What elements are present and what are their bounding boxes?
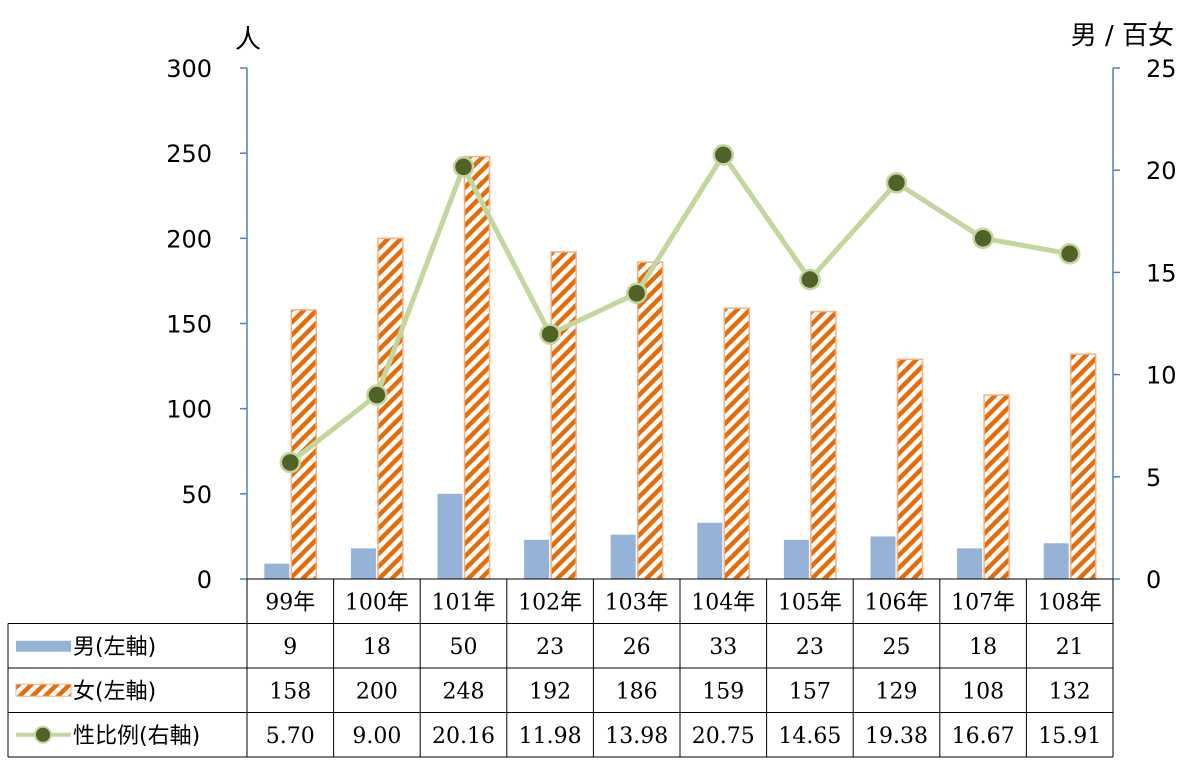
right-tick-label: 20 <box>1146 157 1177 185</box>
ratio-line <box>279 144 1081 474</box>
right-tick-label: 25 <box>1146 55 1177 83</box>
bar-female <box>983 394 1010 580</box>
table-cell: 23 <box>796 635 824 660</box>
bar-male <box>350 548 376 579</box>
table-cell: 11.98 <box>519 724 582 749</box>
ratio-point <box>625 282 648 304</box>
ratio-point <box>799 268 821 291</box>
bar-female <box>550 251 577 580</box>
left-tick-label: 0 <box>197 566 212 594</box>
left-axis-unit: 人 <box>235 25 261 55</box>
ratio-point <box>712 144 735 166</box>
ratio-point <box>972 227 994 250</box>
bars <box>264 155 1097 580</box>
table-cell: 23 <box>536 635 564 660</box>
bar-male <box>610 534 636 579</box>
ratio-series-line <box>288 152 1071 465</box>
table-cell: 16.67 <box>952 724 1015 749</box>
table-cell: 108 <box>962 679 1004 704</box>
bar-female <box>636 261 664 580</box>
right-tick-label: 5 <box>1146 464 1161 492</box>
category-label: 99年 <box>265 590 315 615</box>
table-cell: 200 <box>356 679 398 704</box>
table-cell: 159 <box>702 679 744 704</box>
bar-female <box>810 310 837 580</box>
left-tick-label: 50 <box>181 481 212 509</box>
row-label: 男(左軸) <box>73 635 156 660</box>
category-label: 101年 <box>432 590 496 615</box>
table-cell: 129 <box>876 679 918 704</box>
table-cell: 132 <box>1049 679 1091 704</box>
table-cell: 25 <box>883 635 911 660</box>
ratio-point <box>885 172 908 194</box>
bar-female <box>896 358 924 580</box>
left-tick-label: 250 <box>166 140 212 168</box>
category-label: 104年 <box>691 590 755 615</box>
table-cell: 20.16 <box>432 724 495 749</box>
table-cell: 192 <box>529 679 571 704</box>
table-cell: 21 <box>1056 635 1084 660</box>
legend-key-male <box>16 640 71 652</box>
category-label: 103年 <box>605 590 669 615</box>
bar-female <box>463 155 491 580</box>
ratio-point <box>279 451 302 474</box>
legend-key-female <box>15 683 72 697</box>
table-cell: 14.65 <box>778 724 841 749</box>
table-cell: 157 <box>789 679 831 704</box>
table-cell: 18 <box>363 635 391 660</box>
table-cell: 9.00 <box>352 724 401 749</box>
left-tick-label: 100 <box>166 396 212 424</box>
table-cell: 26 <box>623 635 651 660</box>
category-label: 107年 <box>951 590 1015 615</box>
table-cell: 15.91 <box>1038 724 1101 749</box>
table-cell: 5.70 <box>266 724 315 749</box>
left-tick-label: 150 <box>166 311 212 339</box>
bar-male <box>783 539 809 579</box>
bar-male <box>524 539 550 579</box>
bar-female <box>377 237 404 580</box>
category-label: 106年 <box>865 590 929 615</box>
table-cell: 158 <box>269 679 311 704</box>
table-cell: 13.98 <box>605 724 668 749</box>
left-tick-label: 200 <box>166 225 212 253</box>
table-cell: 186 <box>616 679 658 704</box>
bar-male <box>437 493 463 579</box>
ratio-point <box>366 384 388 406</box>
row-label: 性比例(右軸) <box>73 724 200 749</box>
right-tick-label: 0 <box>1146 566 1161 594</box>
table-cell: 20.75 <box>692 724 755 749</box>
table-cell: 9 <box>283 635 297 660</box>
table-cell: 33 <box>709 635 737 660</box>
table-cell: 18 <box>969 635 997 660</box>
bar-male <box>870 536 896 579</box>
category-label: 105年 <box>778 590 842 615</box>
row-label: 女(左軸) <box>73 679 156 704</box>
right-tick-label: 15 <box>1146 259 1177 287</box>
axes: 0 50 100 150 200 250 300 0 5 10 15 20 25 人 男 / 百女 <box>166 21 1176 594</box>
left-tick-label: 300 <box>166 55 212 83</box>
category-label: 100年 <box>345 590 409 615</box>
bar-male <box>957 548 983 579</box>
data-table: 99年 100年 101年 102年 103年 104年 105年 106年 107年 108年男… <box>7 578 1114 758</box>
bar-male <box>697 522 723 579</box>
ratio-point <box>1058 243 1081 265</box>
bar-male <box>264 563 290 579</box>
bar-female <box>1069 353 1097 580</box>
right-tick-label: 10 <box>1146 362 1177 390</box>
table-cell: 248 <box>443 679 485 704</box>
table-cell: 19.38 <box>865 724 928 749</box>
bar-female <box>723 307 751 580</box>
bar-male <box>1043 543 1069 579</box>
category-label: 102年 <box>518 590 582 615</box>
right-axis-unit: 男 / 百女 <box>1071 21 1174 51</box>
ratio-point <box>452 156 475 178</box>
ratio-point <box>539 323 561 345</box>
table-cell: 50 <box>450 635 478 660</box>
category-label: 108年 <box>1038 590 1102 615</box>
legend-key-ratio-marker <box>34 725 52 744</box>
